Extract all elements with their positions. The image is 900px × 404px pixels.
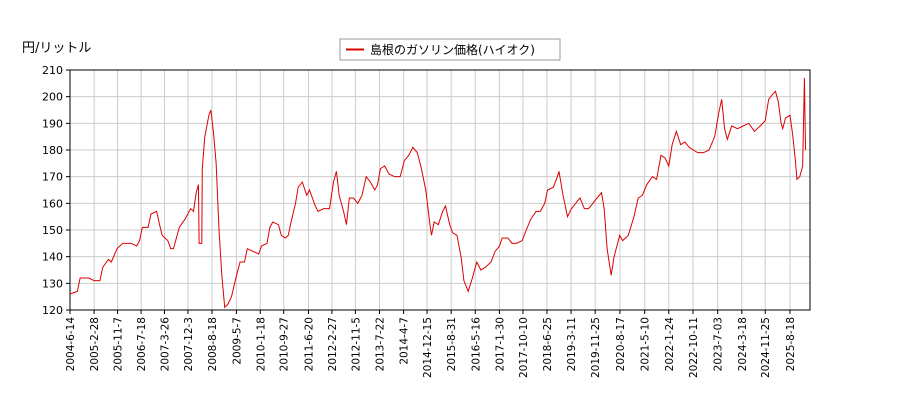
x-tick-label: 2022-10-11 <box>688 317 700 378</box>
x-tick-label: 2006-7-18 <box>136 317 148 371</box>
x-tick-label: 2017-10-10 <box>518 317 530 378</box>
y-tick-label: 150 <box>42 224 63 237</box>
x-tick-label: 2018-6-25 <box>542 317 554 371</box>
x-tick-label: 2010-9-27 <box>279 317 291 371</box>
x-tick-label: 2009-5-7 <box>231 317 243 365</box>
y-tick-label: 200 <box>42 91 63 104</box>
line <box>69 77 807 309</box>
x-tick-label: 2008-8-18 <box>207 317 219 371</box>
x-tick-label: 2020-8-17 <box>615 317 627 371</box>
legend-box <box>339 38 561 61</box>
x-tick-label: 2010-1-18 <box>255 317 267 371</box>
x-tick-label: 2004-6-14 <box>65 317 77 372</box>
x-tick-label: 2023-7-03 <box>713 317 725 371</box>
x-tick-label: 2017-1-30 <box>494 317 506 371</box>
y-tick-label: 180 <box>42 144 63 157</box>
legend-label: 島根のガソリン価格(ハイオク) <box>370 42 535 57</box>
x-tick-label: 2025-8-18 <box>785 317 797 371</box>
x-tick-label: 2012-11-5 <box>350 317 362 371</box>
x-tick-label: 2014-12-15 <box>422 317 434 378</box>
x-tick-label: 2007-3-26 <box>159 317 171 372</box>
x-tick-label: 2011-6-20 <box>303 317 315 371</box>
y-tick-label: 210 <box>42 64 63 77</box>
x-tick-label: 2024-11-25 <box>760 317 772 378</box>
x-tick-label: 2012-2-27 <box>327 317 339 371</box>
x-tick-label: 2016-5-16 <box>470 317 482 372</box>
y-tick-label: 190 <box>42 117 63 130</box>
y-tick-label: 140 <box>42 251 63 264</box>
x-tick-label: 2005-11-7 <box>113 317 125 371</box>
x-tick-label: 2014-4-7 <box>399 317 411 365</box>
y-tick-label: 160 <box>42 197 63 210</box>
x-tick-label: 2013-7-22 <box>374 317 386 371</box>
y-tick-label: 130 <box>42 277 63 290</box>
y-tick-label: 120 <box>42 304 63 317</box>
y-tick-label: 170 <box>42 171 63 184</box>
x-tick-label: 2022-1-24 <box>664 317 676 372</box>
x-tick-label: 2021-5-10 <box>640 317 652 371</box>
x-tick-label: 2015-8-31 <box>446 317 458 371</box>
x-tick-label: 2005-2-28 <box>89 317 101 371</box>
x-tick-label: 2007-12-3 <box>183 317 195 371</box>
x-tick-label: 2024-3-18 <box>737 317 749 371</box>
x-tick-label: 2019-3-11 <box>566 317 578 371</box>
plot-frame <box>69 69 811 311</box>
y-axis-label: 円/リットル <box>22 41 91 56</box>
x-tick-label: 2019-11-25 <box>590 317 602 378</box>
